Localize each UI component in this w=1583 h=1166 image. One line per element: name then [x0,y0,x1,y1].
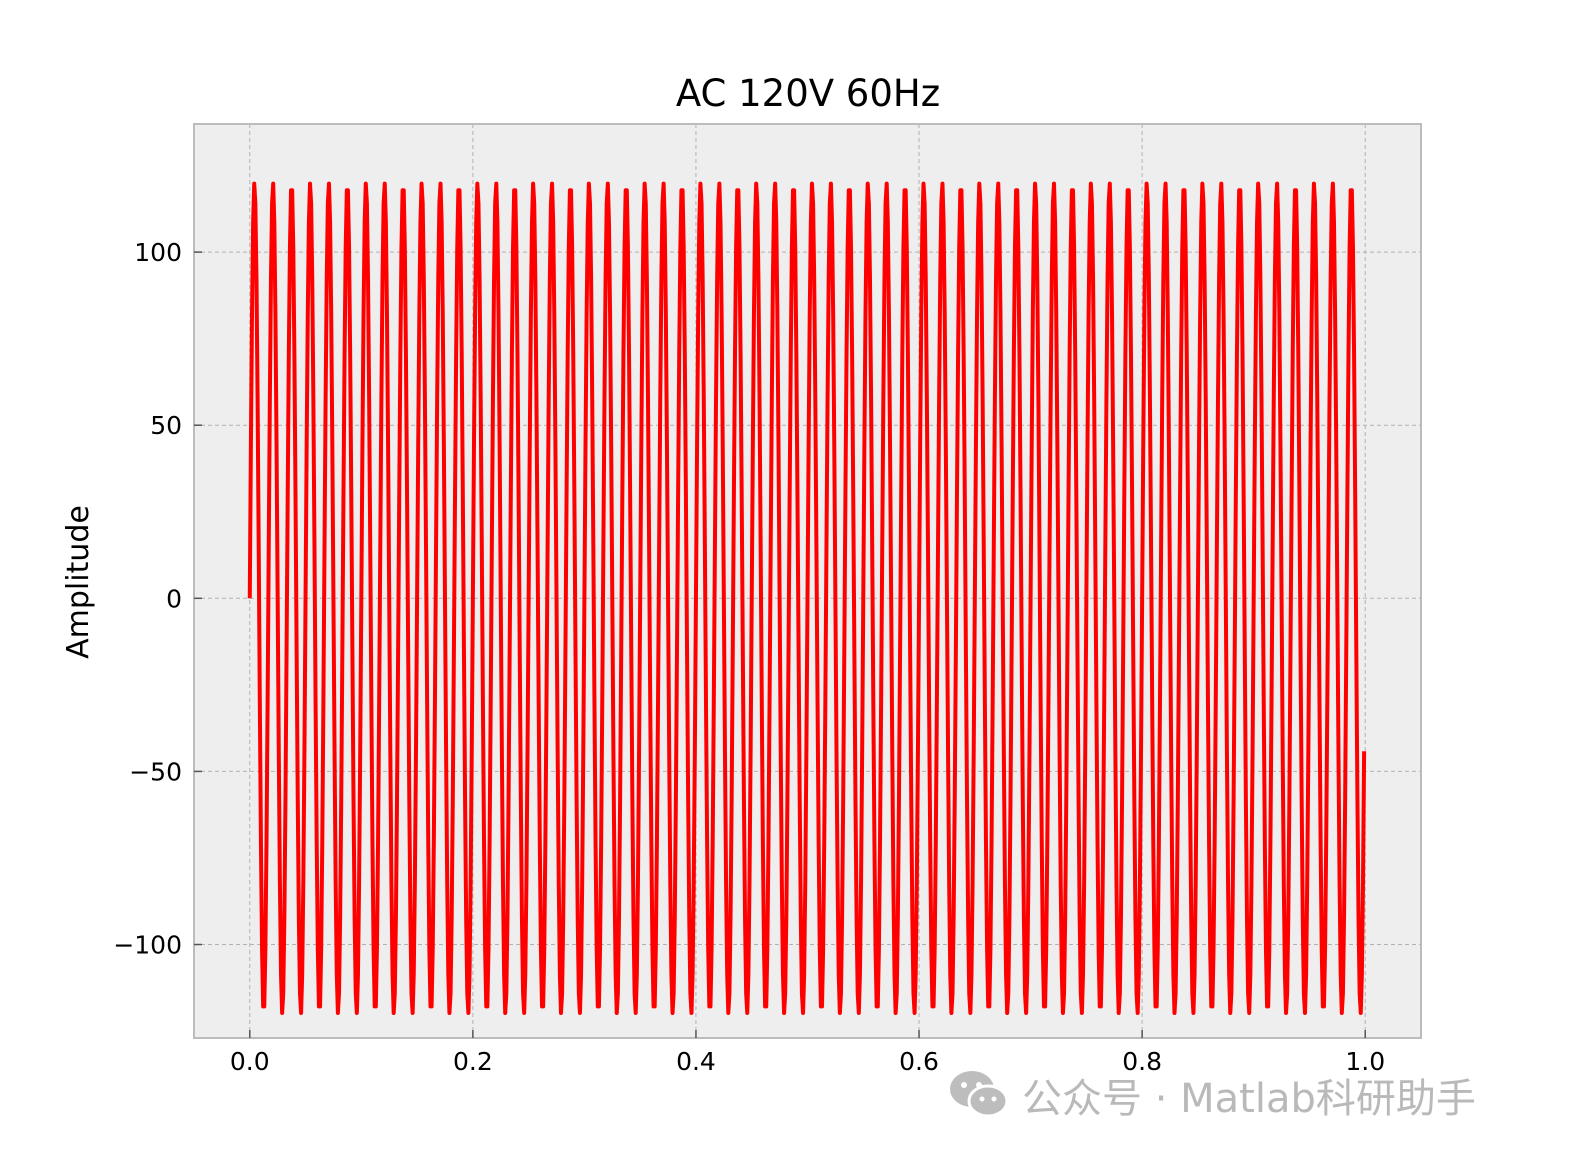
chart-title: AC 120V 60Hz [676,72,940,115]
series-group [247,181,1367,1015]
series-line [247,181,1367,1015]
y-tick-label: 0 [166,584,182,613]
x-tick-label: 0.6 [899,1047,939,1076]
x-tick-label: 0.8 [1122,1047,1162,1076]
y-axis-label: Amplitude [61,505,96,659]
y-tick-label: −50 [129,757,182,786]
y-tick-label: 100 [134,238,182,267]
x-tick-label: 1.0 [1345,1047,1385,1076]
x-tick-label: 0.0 [230,1047,270,1076]
watermark: 公众号 · Matlab科研助手 [948,1066,1476,1124]
plot-frame [193,123,1422,1039]
y-tick-label: 50 [150,411,182,440]
x-tick-label: 0.4 [676,1047,716,1076]
wechat-icon [950,1071,1009,1118]
watermark-text: 公众号 · Matlab科研助手 [1022,1076,1476,1122]
ticks: 0.0 0.2 0.4 0.6 0.8 1.0 100 50 0 −50 −100 [113,238,1385,1076]
y-tick-label: −100 [113,931,182,960]
x-tick-label: 0.2 [453,1047,493,1076]
